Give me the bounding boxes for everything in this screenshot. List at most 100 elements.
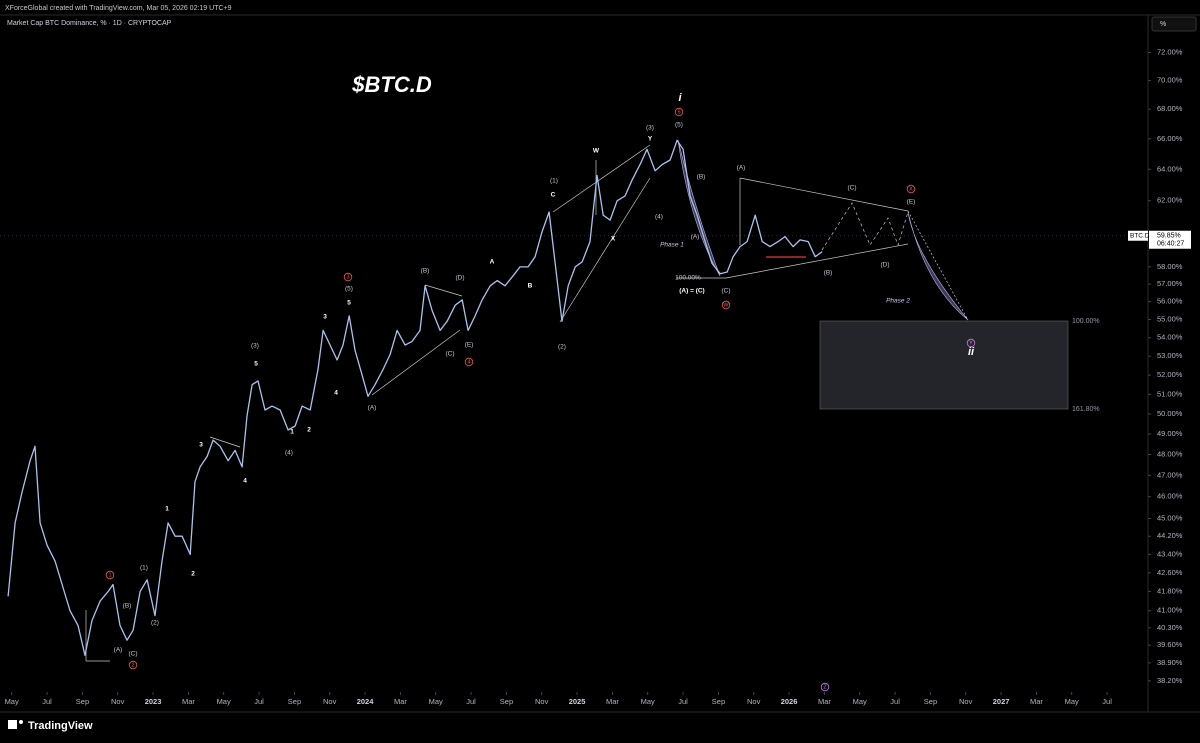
y-tick-label: 42.60% xyxy=(1157,568,1183,577)
x-tick-label: Jul xyxy=(678,697,688,706)
y-tick-label: 53.00% xyxy=(1157,351,1183,360)
wave-label: 2 xyxy=(191,571,195,578)
wave-label: C xyxy=(551,192,556,199)
wave-label: (2) xyxy=(558,344,566,351)
wave-label: (A) xyxy=(114,647,123,654)
x-tick-label: Sep xyxy=(288,697,301,706)
x-tick-label: 2026 xyxy=(781,697,798,706)
wave-label: 3 xyxy=(323,314,327,321)
y-tick-label: 51.00% xyxy=(1157,389,1183,398)
series-tag xyxy=(1128,230,1148,241)
y-tick-label: 40.30% xyxy=(1157,623,1183,632)
wave-label: 3 xyxy=(346,274,349,280)
y-tick-label: 41.80% xyxy=(1157,587,1183,596)
y-tick-label: 54.00% xyxy=(1157,333,1183,342)
x-tick-label: 2025 xyxy=(569,697,586,706)
y-tick-label: 66.00% xyxy=(1157,134,1183,143)
x-tick-label: May xyxy=(641,697,655,706)
x-tick-label: Jul xyxy=(42,697,52,706)
x-tick-label: 2023 xyxy=(145,697,162,706)
y-tick-label: 44.20% xyxy=(1157,531,1183,540)
y-tick-label: 49.00% xyxy=(1157,429,1183,438)
x-tick-label: Sep xyxy=(712,697,725,706)
y-tick-label: 57.00% xyxy=(1157,279,1183,288)
wave-label: (A) xyxy=(691,234,700,241)
y-tick-label: 64.00% xyxy=(1157,164,1183,173)
x-tick-label: Sep xyxy=(500,697,513,706)
wave-label: (E) xyxy=(465,342,474,349)
wave-label: 4 xyxy=(243,478,247,485)
axes: 72.00% 70.00% 68.00% 66.00% 64.00% 62.00% 58.0… xyxy=(5,47,1183,705)
y-tick-label: 72.00% xyxy=(1157,47,1183,56)
countdown-label: 06:40:27 xyxy=(1157,241,1184,248)
y-tick-label: 58.00% xyxy=(1157,262,1183,271)
watermark: XForceGlobal created with TradingView.co… xyxy=(5,5,232,12)
x-tick-label: Nov xyxy=(323,697,337,706)
wave-label: (2) xyxy=(151,620,159,627)
wave-circle xyxy=(105,570,115,580)
wave-label: Z xyxy=(823,684,827,690)
x-tick-label: 2027 xyxy=(993,697,1010,706)
chart-title: $BTC.D xyxy=(351,72,432,97)
y-tick-label: 56.00% xyxy=(1157,297,1183,306)
wave-circle xyxy=(128,660,138,670)
x-tick-label: May xyxy=(1065,697,1079,706)
x-tick-label: Jul xyxy=(254,697,264,706)
last-value-tag xyxy=(1149,230,1191,249)
wave-label: (C) xyxy=(847,185,856,192)
wave-label: i xyxy=(678,92,682,104)
wave-label: Phase 2 xyxy=(886,298,910,305)
wave-label: (E) xyxy=(907,199,916,206)
wave-circle xyxy=(674,107,684,117)
y-tick-label: 70.00% xyxy=(1157,75,1183,84)
wave-label: (B) xyxy=(697,174,706,181)
wave-label: (5) xyxy=(675,122,683,129)
unit-button[interactable] xyxy=(1151,16,1197,32)
wave-label: (B) xyxy=(421,268,430,275)
wave-label: (A) xyxy=(737,165,746,172)
x-tick-label: May xyxy=(5,697,19,706)
brand-name: TradingView xyxy=(28,720,93,732)
y-tick-label: 46.00% xyxy=(1157,492,1183,501)
fib-label: 161.80% xyxy=(1072,406,1100,413)
x-tick-label: Nov xyxy=(747,697,761,706)
wave-label: (B) xyxy=(123,603,132,610)
x-tick-label: Mar xyxy=(818,697,831,706)
x-tick-label: Sep xyxy=(924,697,937,706)
wave-label: 1 xyxy=(108,572,111,578)
x-tick-label: Sep xyxy=(76,697,89,706)
x-tick-label: Jul xyxy=(890,697,900,706)
y-tick-label: 43.40% xyxy=(1157,549,1183,558)
y-tick-label: 39.60% xyxy=(1157,640,1183,649)
wave-circle xyxy=(966,338,976,348)
unit-button-label[interactable]: % xyxy=(1160,21,1166,28)
wave-label: (A) xyxy=(368,405,377,412)
wave-label: 4 xyxy=(467,359,470,365)
y-tick-label: 47.00% xyxy=(1157,470,1183,479)
x-tick-label: Nov xyxy=(111,697,125,706)
y-tick-label: 38.20% xyxy=(1157,676,1183,685)
wave-label: 2 xyxy=(307,427,311,434)
wave-label: 5 xyxy=(677,109,680,115)
wave-label: 5 xyxy=(347,300,351,307)
x-tick-label: May xyxy=(853,697,867,706)
series-tag-label: BTC.D xyxy=(1130,232,1150,239)
wave-lines xyxy=(85,144,969,662)
wave-label: (D) xyxy=(880,262,889,269)
y-tick-label: 48.00% xyxy=(1157,449,1183,458)
wave-circle xyxy=(464,357,474,367)
wave-label: (D) xyxy=(455,275,464,282)
x-tick-label: May xyxy=(217,697,231,706)
wave-label: (4) xyxy=(285,450,293,457)
wave-label: Y xyxy=(969,340,973,346)
wave-label: W xyxy=(723,302,729,308)
x-tick-label: Jul xyxy=(1102,697,1112,706)
wave-label: (C) xyxy=(445,351,454,358)
x-tick-label: 2024 xyxy=(357,697,375,706)
y-tick-label: 52.00% xyxy=(1157,370,1183,379)
x-tick-label: Mar xyxy=(606,697,619,706)
wave-label: 4 xyxy=(334,390,338,397)
x-tick-label: Mar xyxy=(1030,697,1043,706)
